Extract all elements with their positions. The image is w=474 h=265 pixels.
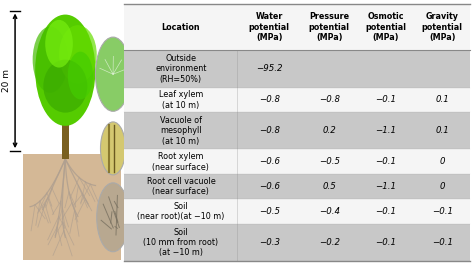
Bar — [124, 4, 471, 50]
Text: Osmotic
potential
(MPa): Osmotic potential (MPa) — [365, 12, 406, 42]
Text: 0.1: 0.1 — [435, 126, 449, 135]
Ellipse shape — [43, 60, 87, 113]
Text: Vacuole of
mesophyll
(at 10 m): Vacuole of mesophyll (at 10 m) — [160, 116, 202, 146]
Ellipse shape — [35, 15, 95, 126]
Text: 0: 0 — [439, 182, 445, 191]
Text: −0.8: −0.8 — [319, 95, 340, 104]
Text: 20 m: 20 m — [2, 69, 11, 92]
Text: −0.5: −0.5 — [319, 157, 340, 166]
Ellipse shape — [45, 20, 73, 68]
Text: −0.5: −0.5 — [259, 207, 280, 216]
Bar — [124, 149, 471, 174]
Bar — [62, 101, 69, 159]
Text: 0.2: 0.2 — [322, 126, 336, 135]
Text: Outside
environment
(RH=50%): Outside environment (RH=50%) — [155, 54, 207, 84]
Circle shape — [95, 37, 131, 111]
Bar — [124, 224, 471, 261]
Text: −0.2: −0.2 — [319, 238, 340, 247]
Text: −1.1: −1.1 — [375, 126, 396, 135]
Ellipse shape — [33, 26, 68, 93]
Text: −0.1: −0.1 — [375, 95, 396, 104]
Circle shape — [100, 122, 126, 175]
Bar — [124, 199, 471, 224]
Ellipse shape — [59, 25, 97, 83]
Text: 0.1: 0.1 — [435, 95, 449, 104]
Bar — [124, 50, 471, 87]
Text: −0.8: −0.8 — [259, 95, 280, 104]
Text: Location: Location — [162, 23, 200, 32]
Text: −0.6: −0.6 — [259, 157, 280, 166]
Text: Leaf xylem
(at 10 m): Leaf xylem (at 10 m) — [159, 90, 203, 110]
Text: −0.1: −0.1 — [375, 238, 396, 247]
Bar — [23, 154, 120, 260]
Text: Soil
(10 mm from root)
(at −10 m): Soil (10 mm from root) (at −10 m) — [143, 228, 219, 257]
Text: Water
potential
(MPa): Water potential (MPa) — [249, 12, 290, 42]
Text: 0.5: 0.5 — [322, 182, 336, 191]
Text: −0.1: −0.1 — [432, 207, 453, 216]
Text: Gravity
potential
(MPa): Gravity potential (MPa) — [422, 12, 463, 42]
Text: −0.1: −0.1 — [432, 238, 453, 247]
Text: 0: 0 — [439, 157, 445, 166]
Circle shape — [97, 183, 129, 252]
Bar — [124, 87, 471, 112]
Bar — [124, 112, 471, 149]
Text: Root cell vacuole
(near surface): Root cell vacuole (near surface) — [146, 177, 215, 196]
Text: −0.1: −0.1 — [375, 157, 396, 166]
Text: −0.8: −0.8 — [259, 126, 280, 135]
Text: −0.1: −0.1 — [375, 207, 396, 216]
Text: −95.2: −95.2 — [256, 64, 283, 73]
Ellipse shape — [68, 52, 93, 99]
Text: −0.4: −0.4 — [319, 207, 340, 216]
Text: Pressure
potential
(MPa): Pressure potential (MPa) — [309, 12, 350, 42]
Bar — [124, 174, 471, 199]
Text: Root xylem
(near surface): Root xylem (near surface) — [153, 152, 210, 171]
Text: Soil
(near root)(at −10 m): Soil (near root)(at −10 m) — [137, 202, 225, 221]
Text: −0.3: −0.3 — [259, 238, 280, 247]
Text: −0.6: −0.6 — [259, 182, 280, 191]
Text: −1.1: −1.1 — [375, 182, 396, 191]
